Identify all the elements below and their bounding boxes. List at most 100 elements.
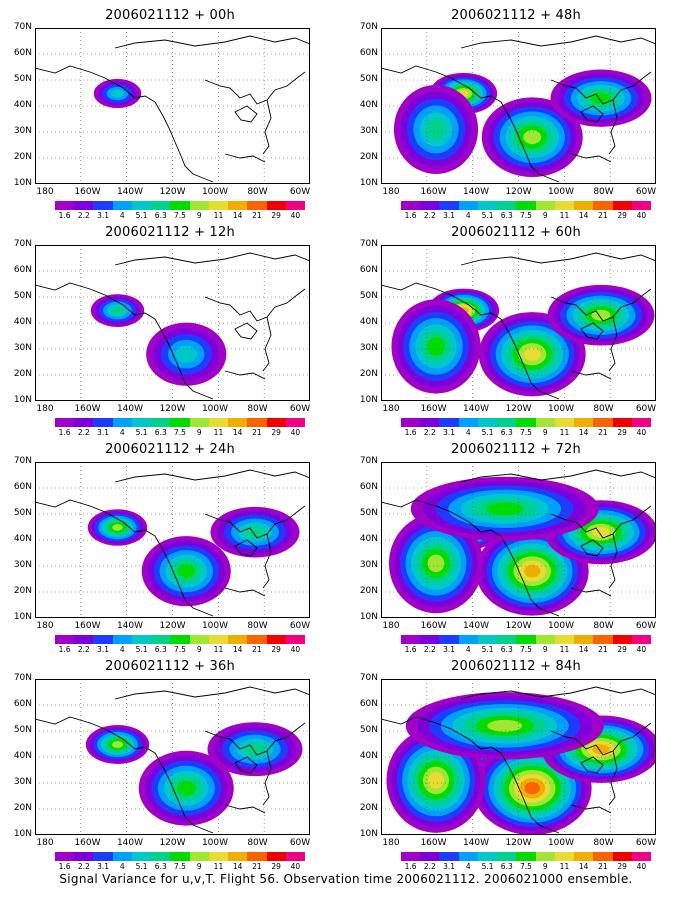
coastline bbox=[608, 99, 618, 155]
y-tick-label: 60N bbox=[13, 48, 32, 58]
colorbar-label: 5.1 bbox=[135, 862, 148, 871]
coastline bbox=[580, 539, 604, 557]
variance-map bbox=[35, 245, 310, 401]
colorbar-label: 14 bbox=[578, 645, 589, 654]
coastline bbox=[224, 804, 266, 814]
colorbar-swatch bbox=[497, 418, 517, 427]
x-tick-label: 180 bbox=[36, 621, 54, 631]
x-tick-label: 80W bbox=[247, 621, 268, 631]
x-tick-label: 120W bbox=[159, 187, 186, 197]
coastline bbox=[500, 101, 560, 183]
map-frame bbox=[35, 679, 310, 835]
variance-map bbox=[381, 245, 656, 401]
colorbar-label: 2.2 bbox=[77, 428, 90, 437]
y-tick-label: 60N bbox=[359, 482, 378, 492]
colorbar-label: 3.1 bbox=[443, 211, 456, 220]
colorbar-label: 14 bbox=[232, 862, 243, 871]
variance-contour bbox=[523, 347, 541, 361]
colorbar-swatch bbox=[439, 635, 459, 644]
colorbar-swatch bbox=[612, 852, 632, 861]
colorbar-label: 5.1 bbox=[481, 645, 494, 654]
variance-contour bbox=[590, 92, 612, 104]
colorbar-label: 9 bbox=[196, 862, 202, 871]
variance-contour bbox=[112, 524, 123, 531]
colorbar-label: 21 bbox=[252, 862, 262, 871]
y-tick-label: 60N bbox=[13, 482, 32, 492]
y-tick-label: 50N bbox=[359, 508, 378, 518]
colorbar-label: 4 bbox=[465, 862, 471, 871]
colorbar-label: 9 bbox=[196, 428, 202, 437]
map-frame bbox=[381, 245, 656, 401]
colorbar-swatch bbox=[247, 852, 267, 861]
coastline bbox=[234, 539, 258, 557]
colorbar-swatch bbox=[458, 418, 478, 427]
x-tick-label: 160W bbox=[74, 187, 101, 197]
colorbar-label: 3.1 bbox=[443, 428, 456, 437]
panel-title: 2006021112 + 48h bbox=[451, 8, 581, 23]
coastline bbox=[35, 499, 156, 537]
variance-map bbox=[381, 462, 656, 618]
colorbar-swatch bbox=[285, 418, 306, 427]
y-tick-label: 70N bbox=[359, 456, 378, 466]
colorbar-label: 11 bbox=[559, 428, 570, 437]
coastline bbox=[114, 469, 310, 483]
colorbar-swatch bbox=[401, 635, 421, 644]
colorbar-label: 4 bbox=[465, 428, 471, 437]
colorbar-swatch bbox=[266, 418, 286, 427]
colorbar-label: 4 bbox=[465, 645, 471, 654]
colorbar-label: 2.2 bbox=[423, 645, 436, 654]
colorbar-swatch bbox=[93, 852, 113, 861]
colorbar-swatch bbox=[266, 852, 286, 861]
colorbar bbox=[55, 418, 306, 427]
y-tick-label: 60N bbox=[359, 265, 378, 275]
colorbar-swatch bbox=[535, 201, 555, 210]
x-tick-label: 180 bbox=[36, 187, 54, 197]
coastline bbox=[154, 318, 214, 400]
y-tick-label: 50N bbox=[13, 74, 32, 84]
x-tick-label: 80W bbox=[247, 838, 268, 848]
colorbar-swatch bbox=[131, 852, 152, 861]
x-tick-label: 60W bbox=[289, 621, 311, 631]
colorbar-label: 5.1 bbox=[481, 211, 494, 220]
colorbar-swatch bbox=[228, 635, 248, 644]
colorbar-label: 14 bbox=[232, 211, 243, 220]
colorbar-swatch bbox=[74, 635, 94, 644]
map-background bbox=[35, 28, 310, 184]
x-tick-label: 80W bbox=[593, 187, 614, 197]
map-frame bbox=[35, 28, 310, 184]
colorbar-label: 14 bbox=[578, 211, 589, 220]
colorbar-swatch bbox=[631, 852, 652, 861]
y-tick-label: 60N bbox=[359, 699, 378, 709]
colorbar-swatch bbox=[631, 635, 652, 644]
coastline bbox=[550, 505, 652, 539]
y-tick-label: 20N bbox=[13, 369, 32, 379]
coastline bbox=[204, 722, 306, 756]
colorbar-swatch bbox=[612, 635, 632, 644]
y-tick-label: 70N bbox=[13, 673, 32, 683]
colorbar-swatch bbox=[285, 852, 306, 861]
x-tick-label: 120W bbox=[505, 838, 532, 848]
y-tick-label: 50N bbox=[359, 725, 378, 735]
colorbar-label: 14 bbox=[578, 428, 589, 437]
variance-contour bbox=[244, 742, 266, 756]
coastline bbox=[114, 686, 310, 700]
colorbar-swatch bbox=[208, 201, 229, 210]
x-tick-label: 120W bbox=[159, 838, 186, 848]
coastline bbox=[262, 750, 272, 806]
colorbar-label: 11 bbox=[559, 211, 570, 220]
variance-map bbox=[381, 679, 656, 835]
colorbar-swatch bbox=[439, 418, 459, 427]
colorbar-swatch bbox=[516, 201, 536, 210]
y-tick-label: 10N bbox=[359, 829, 378, 839]
coastline bbox=[608, 316, 618, 372]
x-tick-label: 120W bbox=[159, 621, 186, 631]
coastline bbox=[500, 535, 560, 617]
colorbar-swatch bbox=[516, 635, 536, 644]
colorbar-label: 29 bbox=[617, 428, 627, 437]
y-tick-label: 20N bbox=[359, 586, 378, 596]
colorbar-swatch bbox=[112, 852, 132, 861]
colorbar-swatch bbox=[477, 852, 498, 861]
colorbar-label: 2.2 bbox=[77, 862, 90, 871]
y-tick-label: 20N bbox=[13, 152, 32, 162]
colorbar-label: 40 bbox=[290, 211, 301, 220]
